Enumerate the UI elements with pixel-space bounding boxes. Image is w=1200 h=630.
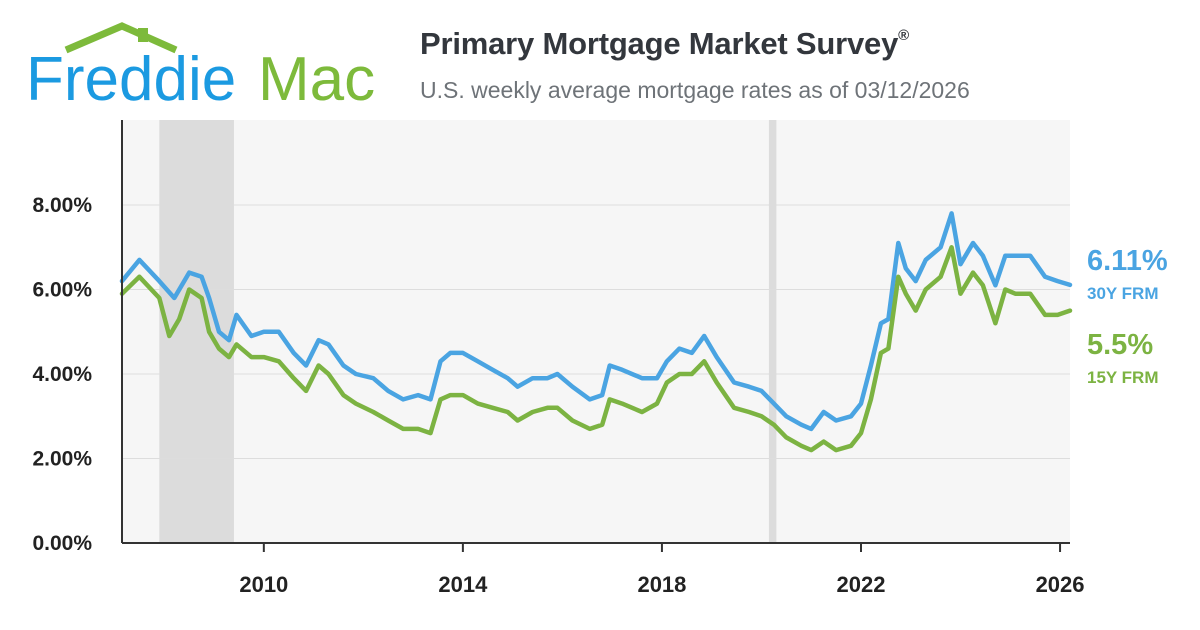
chart-title: Primary Mortgage Market Survey® [420,26,909,61]
y-tick-label: 4.00% [32,363,92,386]
y-tick-label: 6.00% [32,279,92,302]
series-line-30y [119,211,1073,432]
x-tick-label: 2010 [239,572,288,597]
chart-subtitle: U.S. weekly average mortgage rates as of… [420,77,970,103]
y-tick-label: 2.00% [32,448,92,471]
logo-text-mac: Mac [258,45,375,112]
legend-15y-frm: 15Y FRM [1087,368,1159,387]
x-tick-label: 2022 [837,572,886,597]
x-tick-label: 2026 [1036,572,1085,597]
latest-15y-rate: 5.5% [1087,329,1154,361]
y-tick-label: 0.00% [32,532,92,555]
recession-shading [768,120,777,543]
latest-30y-rate: 6.11% [1087,245,1168,277]
logo-text-freddie: Freddie [26,45,236,112]
legend-30y-frm: 30Y FRM [1087,284,1159,303]
x-tick-label: 2014 [438,572,488,597]
series-line-15y [119,245,1073,453]
y-tick-label: 8.00% [32,194,92,217]
x-tick-label: 2018 [637,572,686,597]
registered-mark: ® [898,27,909,44]
freddie-mac-logo: Freddie Mac [26,22,375,112]
